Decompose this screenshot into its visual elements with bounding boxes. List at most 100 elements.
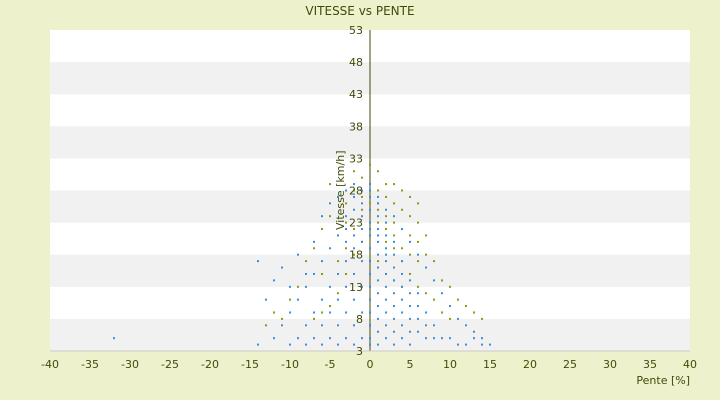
scatter-point <box>425 324 427 327</box>
scatter-point <box>417 330 419 333</box>
y-tick-label: 48 <box>349 56 363 69</box>
scatter-point <box>417 305 419 308</box>
scatter-point <box>409 272 411 275</box>
scatter-point <box>329 247 331 250</box>
scatter-point <box>289 298 291 301</box>
x-tick-label: -20 <box>201 358 219 371</box>
x-tick-label: -35 <box>81 358 99 371</box>
scatter-point <box>377 292 379 295</box>
scatter-point <box>393 343 395 346</box>
scatter-point <box>281 317 283 320</box>
scatter-point <box>345 215 347 218</box>
scatter-point <box>369 285 371 288</box>
scatter-point <box>337 343 339 346</box>
scatter-point <box>385 337 387 340</box>
scatter-point <box>345 240 347 243</box>
scatter-point <box>337 298 339 301</box>
scatter-point <box>377 343 379 346</box>
scatter-point <box>457 298 459 301</box>
x-tick-label: -40 <box>41 358 59 371</box>
scatter-point <box>377 279 379 282</box>
scatter-point <box>401 272 403 275</box>
scatter-point <box>449 317 451 320</box>
scatter-point <box>353 208 355 211</box>
scatter-point <box>425 311 427 314</box>
scatter-point <box>353 189 355 192</box>
chart-title: VITESSE vs PENTE <box>305 4 414 18</box>
scatter-point <box>401 324 403 327</box>
scatter-point <box>369 260 371 263</box>
scatter-point <box>345 272 347 275</box>
scatter-point <box>337 292 339 295</box>
scatter-point <box>345 228 347 231</box>
scatter-point <box>289 343 291 346</box>
scatter-point <box>377 215 379 218</box>
scatter-point <box>337 234 339 237</box>
x-tick-label: 30 <box>603 358 617 371</box>
scatter-point <box>417 253 419 256</box>
scatter-point <box>321 324 323 327</box>
scatter-point <box>441 337 443 340</box>
scatter-point <box>377 266 379 269</box>
x-tick-label: -30 <box>121 358 139 371</box>
scatter-point <box>289 311 291 314</box>
scatter-point <box>257 343 259 346</box>
scatter-point <box>345 337 347 340</box>
scatter-point <box>385 311 387 314</box>
x-tick-label: -25 <box>161 358 179 371</box>
data-points <box>113 163 491 346</box>
scatter-point <box>393 202 395 205</box>
scatter-point <box>401 228 403 231</box>
scatter-point <box>353 272 355 275</box>
scatter-point <box>433 260 435 263</box>
scatter-point <box>321 343 323 346</box>
scatter-point <box>393 266 395 269</box>
scatter-point <box>305 324 307 327</box>
scatter-point <box>401 337 403 340</box>
scatter-point <box>345 221 347 224</box>
scatter-point <box>305 285 307 288</box>
scatter-point <box>377 260 379 263</box>
scatter-point <box>361 215 363 218</box>
scatter-point <box>361 311 363 314</box>
scatter-point <box>449 285 451 288</box>
scatter-point <box>417 240 419 243</box>
scatter-point <box>385 298 387 301</box>
scatter-point <box>385 253 387 256</box>
scatter-point <box>409 215 411 218</box>
x-tick-label: 0 <box>367 358 374 371</box>
scatter-point <box>369 337 371 340</box>
scatter-point <box>353 343 355 346</box>
scatter-point <box>321 272 323 275</box>
x-tick-label: 5 <box>407 358 414 371</box>
y-tick-label: 3 <box>356 345 363 358</box>
scatter-point <box>265 324 267 327</box>
scatter-point <box>329 215 331 218</box>
scatter-point <box>465 305 467 308</box>
scatter-point <box>369 324 371 327</box>
scatter-point <box>409 240 411 243</box>
scatter-point <box>313 317 315 320</box>
scatter-point <box>385 324 387 327</box>
scatter-point <box>361 285 363 288</box>
x-tick-label: -15 <box>241 358 259 371</box>
scatter-point <box>401 247 403 250</box>
scatter-point <box>369 247 371 250</box>
scatter-point <box>417 317 419 320</box>
scatter-point <box>369 183 371 186</box>
scatter-point <box>481 317 483 320</box>
scatter-point <box>417 285 419 288</box>
scatter-point <box>393 305 395 308</box>
scatter-point <box>361 176 363 179</box>
y-axis-label: Vitesse [km/h] <box>334 151 347 231</box>
scatter-point <box>425 253 427 256</box>
scatter-point <box>393 330 395 333</box>
x-tick-labels: -40 -35 -30 -25 -20 -15 -10 -5 0 5 10 15 20 25 30 35 40 <box>41 358 697 371</box>
scatter-point <box>401 260 403 263</box>
scatter-point <box>297 253 299 256</box>
y-tick-label: 53 <box>349 24 363 37</box>
scatter-point <box>441 311 443 314</box>
y-tick-label: 38 <box>349 120 363 133</box>
scatter-point <box>449 305 451 308</box>
